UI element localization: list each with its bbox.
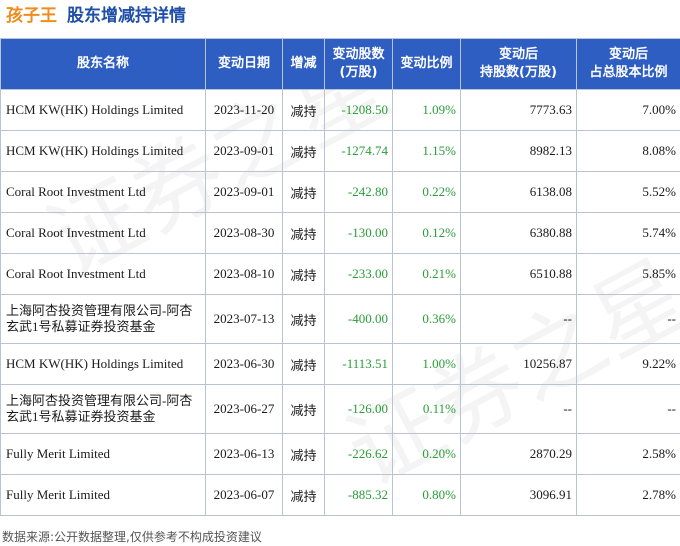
- holdings-after: 6510.88: [460, 253, 577, 295]
- column-header-date: 变动日期: [205, 38, 283, 90]
- table-row: HCM KW(HK) Holdings Limited 2023-09-01 减…: [0, 130, 680, 172]
- percent-after: --: [576, 384, 680, 434]
- shareholder-name: Coral Root Investment Ltd: [0, 212, 206, 254]
- shareholder-name: 上海阿杏投资管理有限公司-阿杏玄武1号私募证券投资基金: [0, 294, 206, 344]
- percent-after: 5.74%: [576, 212, 680, 254]
- holdings-after: --: [460, 384, 577, 434]
- change-ratio: 0.12%: [392, 212, 461, 254]
- column-header-holdings-after: 变动后 持股数(万股): [460, 38, 577, 90]
- shareholder-name: Coral Root Investment Ltd: [0, 253, 206, 295]
- holdings-after: 7773.63: [460, 89, 577, 131]
- table-row: Coral Root Investment Ltd 2023-09-01 减持 …: [0, 171, 680, 213]
- shareholder-name: Fully Merit Limited: [0, 474, 206, 516]
- data-source-note: 数据来源:公开数据整理,仅供参考不构成投资建议: [2, 530, 262, 544]
- change-ratio: 0.22%: [392, 171, 461, 213]
- shareholder-name: 上海阿杏投资管理有限公司-阿杏玄武1号私募证券投资基金: [0, 384, 206, 434]
- table-row: Fully Merit Limited 2023-06-13 减持 -226.6…: [0, 433, 680, 475]
- change-direction: 减持: [282, 89, 325, 131]
- change-ratio: 0.20%: [392, 433, 461, 475]
- holdings-after: 6380.88: [460, 212, 577, 254]
- page-title: 孩子王 股东增减持详情: [6, 2, 186, 30]
- holdings-after: 8982.13: [460, 130, 577, 172]
- change-date: 2023-09-01: [205, 130, 283, 172]
- change-ratio: 1.09%: [392, 89, 461, 131]
- table-row: HCM KW(HK) Holdings Limited 2023-06-30 减…: [0, 343, 680, 385]
- change-direction: 减持: [282, 253, 325, 295]
- change-direction: 减持: [282, 433, 325, 475]
- change-ratio: 1.15%: [392, 130, 461, 172]
- shares-changed: -226.62: [324, 433, 393, 475]
- change-date: 2023-06-07: [205, 474, 283, 516]
- company-name: 孩子王: [6, 6, 57, 26]
- change-date: 2023-06-27: [205, 384, 283, 434]
- shares-changed: -885.32: [324, 474, 393, 516]
- change-date: 2023-06-13: [205, 433, 283, 475]
- column-header-change-ratio: 变动比例: [392, 38, 461, 90]
- shares-changed: -233.00: [324, 253, 393, 295]
- change-date: 2023-07-13: [205, 294, 283, 344]
- table-row: Fully Merit Limited 2023-06-07 减持 -885.3…: [0, 474, 680, 516]
- table-row: 上海阿杏投资管理有限公司-阿杏玄武1号私募证券投资基金 2023-07-13 减…: [0, 294, 680, 344]
- page-subtitle: 股东增减持详情: [67, 6, 186, 26]
- holdings-after: 10256.87: [460, 343, 577, 385]
- percent-after: 7.00%: [576, 89, 680, 131]
- shareholder-name: HCM KW(HK) Holdings Limited: [0, 130, 206, 172]
- percent-after: 5.52%: [576, 171, 680, 213]
- change-ratio: 1.00%: [392, 343, 461, 385]
- shareholder-name: Fully Merit Limited: [0, 433, 206, 475]
- change-direction: 减持: [282, 294, 325, 344]
- shares-changed: -1208.50: [324, 89, 393, 131]
- change-ratio: 0.11%: [392, 384, 461, 434]
- shares-changed: -400.00: [324, 294, 393, 344]
- shares-changed: -1113.51: [324, 343, 393, 385]
- change-date: 2023-06-30: [205, 343, 283, 385]
- change-direction: 减持: [282, 171, 325, 213]
- shareholder-name: HCM KW(HK) Holdings Limited: [0, 343, 206, 385]
- table-row: Coral Root Investment Ltd 2023-08-10 减持 …: [0, 253, 680, 295]
- column-header-shareholder: 股东名称: [0, 38, 206, 90]
- change-direction: 减持: [282, 343, 325, 385]
- change-direction: 减持: [282, 384, 325, 434]
- percent-after: 8.08%: [576, 130, 680, 172]
- holdings-after: 3096.91: [460, 474, 577, 516]
- shares-changed: -130.00: [324, 212, 393, 254]
- holdings-after: --: [460, 294, 577, 344]
- shares-changed: -242.80: [324, 171, 393, 213]
- change-ratio: 0.21%: [392, 253, 461, 295]
- change-date: 2023-09-01: [205, 171, 283, 213]
- percent-after: 9.22%: [576, 343, 680, 385]
- shares-changed: -1274.74: [324, 130, 393, 172]
- change-direction: 减持: [282, 474, 325, 516]
- change-date: 2023-08-30: [205, 212, 283, 254]
- table-row: HCM KW(HK) Holdings Limited 2023-11-20 减…: [0, 89, 680, 131]
- column-header-percent-after: 变动后 占总股本比例: [576, 38, 680, 90]
- table-header-row: 股东名称 变动日期 增减 变动股数 (万股) 变动比例 变动后 持股数(万股) 变动…: [0, 38, 680, 90]
- change-ratio: 0.80%: [392, 474, 461, 516]
- column-header-direction: 增减: [282, 38, 325, 90]
- column-header-shares-changed: 变动股数 (万股): [324, 38, 393, 90]
- shares-changed: -126.00: [324, 384, 393, 434]
- shareholder-change-table: 股东名称 变动日期 增减 变动股数 (万股) 变动比例 变动后 持股数(万股) 变动…: [0, 38, 680, 516]
- change-date: 2023-08-10: [205, 253, 283, 295]
- change-direction: 减持: [282, 130, 325, 172]
- shareholder-name: HCM KW(HK) Holdings Limited: [0, 89, 206, 131]
- shareholder-name: Coral Root Investment Ltd: [0, 171, 206, 213]
- percent-after: 5.85%: [576, 253, 680, 295]
- holdings-after: 2870.29: [460, 433, 577, 475]
- table-row: Coral Root Investment Ltd 2023-08-30 减持 …: [0, 212, 680, 254]
- change-date: 2023-11-20: [205, 89, 283, 131]
- change-direction: 减持: [282, 212, 325, 254]
- percent-after: --: [576, 294, 680, 344]
- table-row: 上海阿杏投资管理有限公司-阿杏玄武1号私募证券投资基金 2023-06-27 减…: [0, 384, 680, 434]
- percent-after: 2.78%: [576, 474, 680, 516]
- holdings-after: 6138.08: [460, 171, 577, 213]
- percent-after: 2.58%: [576, 433, 680, 475]
- change-ratio: 0.36%: [392, 294, 461, 344]
